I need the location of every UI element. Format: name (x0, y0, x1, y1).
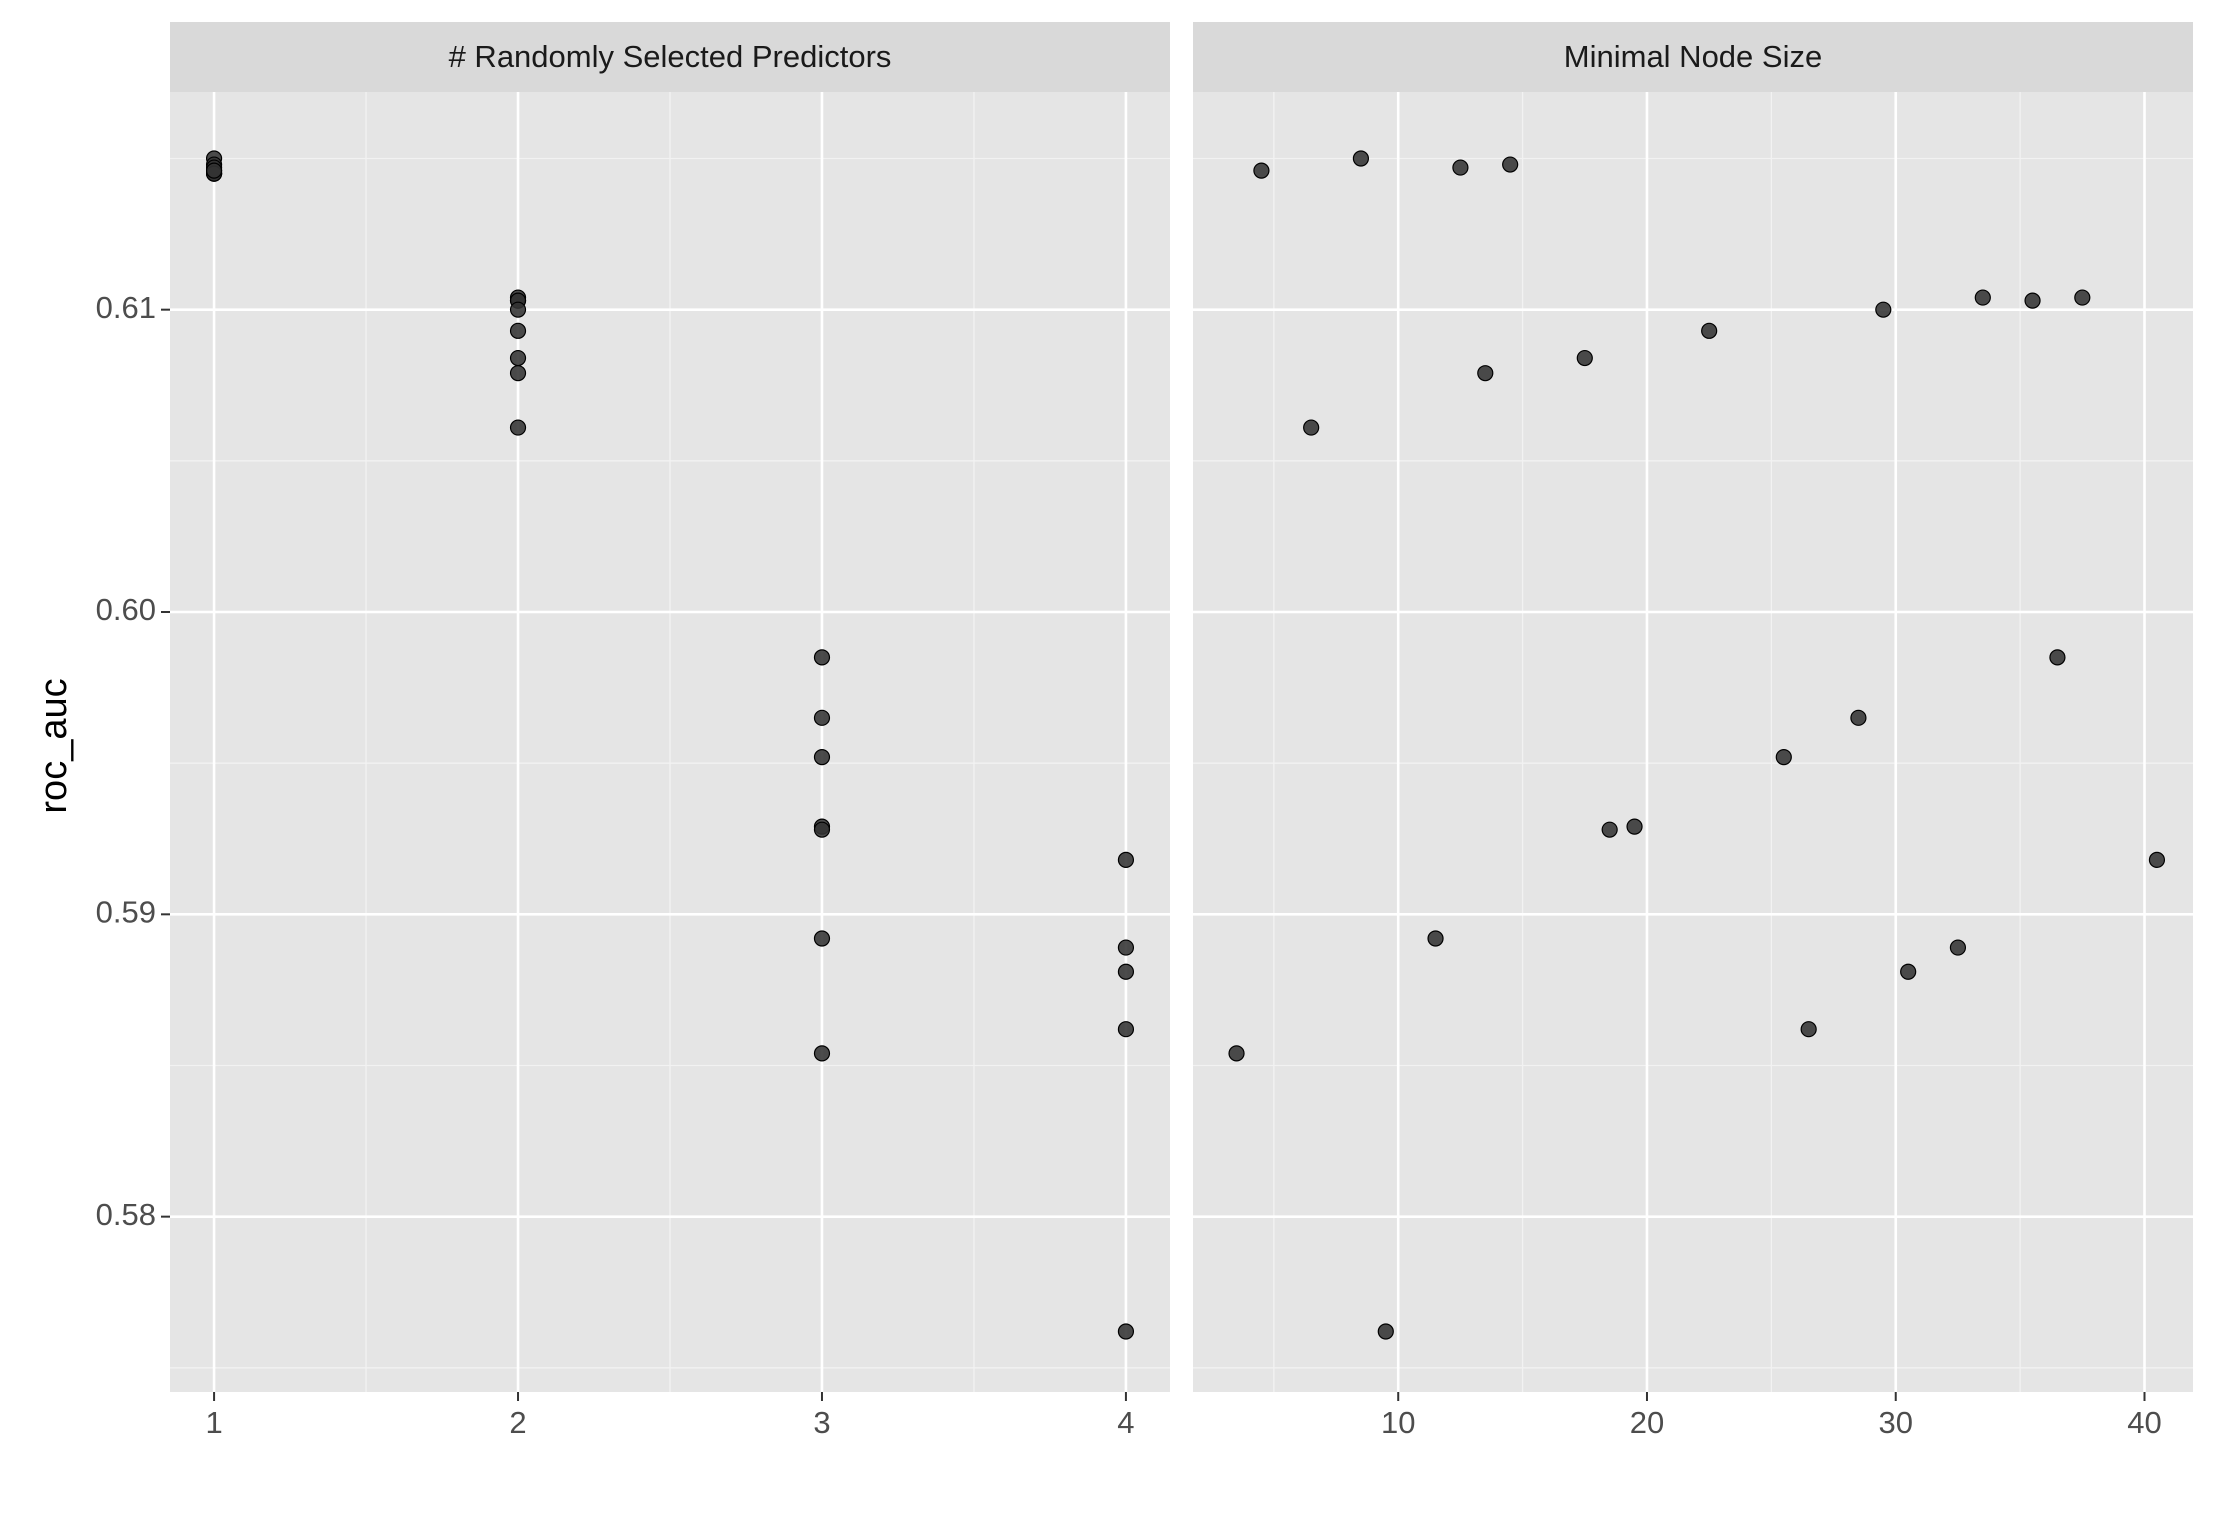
x-tick-label: 40 (2127, 1405, 2161, 1440)
data-point (1949, 939, 1967, 956)
x-tick-label: 4 (1117, 1405, 1134, 1440)
data-point (1875, 301, 1892, 318)
data-point (813, 1045, 831, 1062)
facet-panel-predictors: # Randomly Selected Predictors 1 2 3 4 0.58… (96, 22, 1170, 1440)
data-point (1800, 1021, 1817, 1038)
x-tick-label: 20 (1630, 1405, 1664, 1440)
data-point (1117, 939, 1135, 956)
data-point (1701, 322, 1718, 339)
gridlines-predictors (170, 92, 1170, 1392)
data-point (509, 365, 527, 382)
data-point (1775, 749, 1792, 766)
data-point (1303, 419, 1320, 436)
y-tick-label: 0.59 (96, 895, 156, 930)
data-point (1377, 1323, 1394, 1340)
data-point (509, 349, 527, 367)
x-tick-label: 30 (1878, 1405, 1912, 1440)
data-point (509, 301, 527, 318)
data-point (1253, 162, 1270, 179)
y-tick-label: 0.61 (96, 290, 156, 325)
data-point (509, 419, 527, 436)
data-point (1974, 289, 1991, 306)
data-point (813, 749, 831, 766)
data-point (1900, 963, 1917, 980)
y-axis: 0.58 0.59 0.60 0.61 (96, 290, 170, 1232)
y-axis-title: roc_auc (33, 678, 75, 813)
data-point (813, 649, 831, 666)
data-point (1502, 156, 1519, 173)
data-point (205, 162, 223, 179)
x-tick-label: 3 (813, 1405, 830, 1440)
panel-background-node-size (1193, 92, 2193, 1392)
data-point (813, 821, 831, 838)
data-point (1452, 159, 1469, 176)
data-point (1117, 963, 1135, 980)
data-point (2049, 649, 2066, 666)
data-point (1626, 818, 1643, 835)
y-tick-label: 0.58 (96, 1197, 156, 1232)
facet-strip-label-predictors: # Randomly Selected Predictors (449, 39, 892, 74)
points-predictors (205, 150, 1135, 1340)
x-tick-label: 2 (509, 1405, 526, 1440)
data-point (2024, 292, 2041, 309)
facet-strip-predictors (170, 22, 1170, 92)
data-point (813, 930, 831, 947)
x-axis-predictors: 1 2 3 4 (205, 1392, 1135, 1440)
data-point (1427, 930, 1444, 947)
data-point (1352, 150, 1370, 167)
y-tick-label: 0.60 (96, 592, 156, 627)
data-point (1117, 851, 1135, 869)
facet-panel-node-size: Minimal Node Size 10 20 30 40 (1193, 22, 2193, 1440)
data-point (1850, 709, 1867, 726)
data-point (1117, 1021, 1135, 1038)
x-tick-label: 1 (205, 1405, 222, 1440)
points-node-size (1228, 150, 2166, 1340)
data-point (1117, 1323, 1135, 1340)
gridlines-node-size (1193, 92, 2193, 1392)
data-point (813, 709, 831, 726)
data-point (2148, 851, 2166, 869)
facet-strip-label-node-size: Minimal Node Size (1564, 39, 1822, 74)
data-point (1601, 821, 1618, 838)
data-point (1477, 365, 1494, 382)
data-point (1228, 1045, 1245, 1062)
data-point (509, 322, 527, 339)
data-point (2074, 289, 2091, 306)
x-tick-label: 10 (1381, 1405, 1415, 1440)
x-axis-node-size: 10 20 30 40 (1381, 1392, 2162, 1440)
data-point (1576, 349, 1593, 367)
facet-strip-node-size (1193, 22, 2193, 92)
